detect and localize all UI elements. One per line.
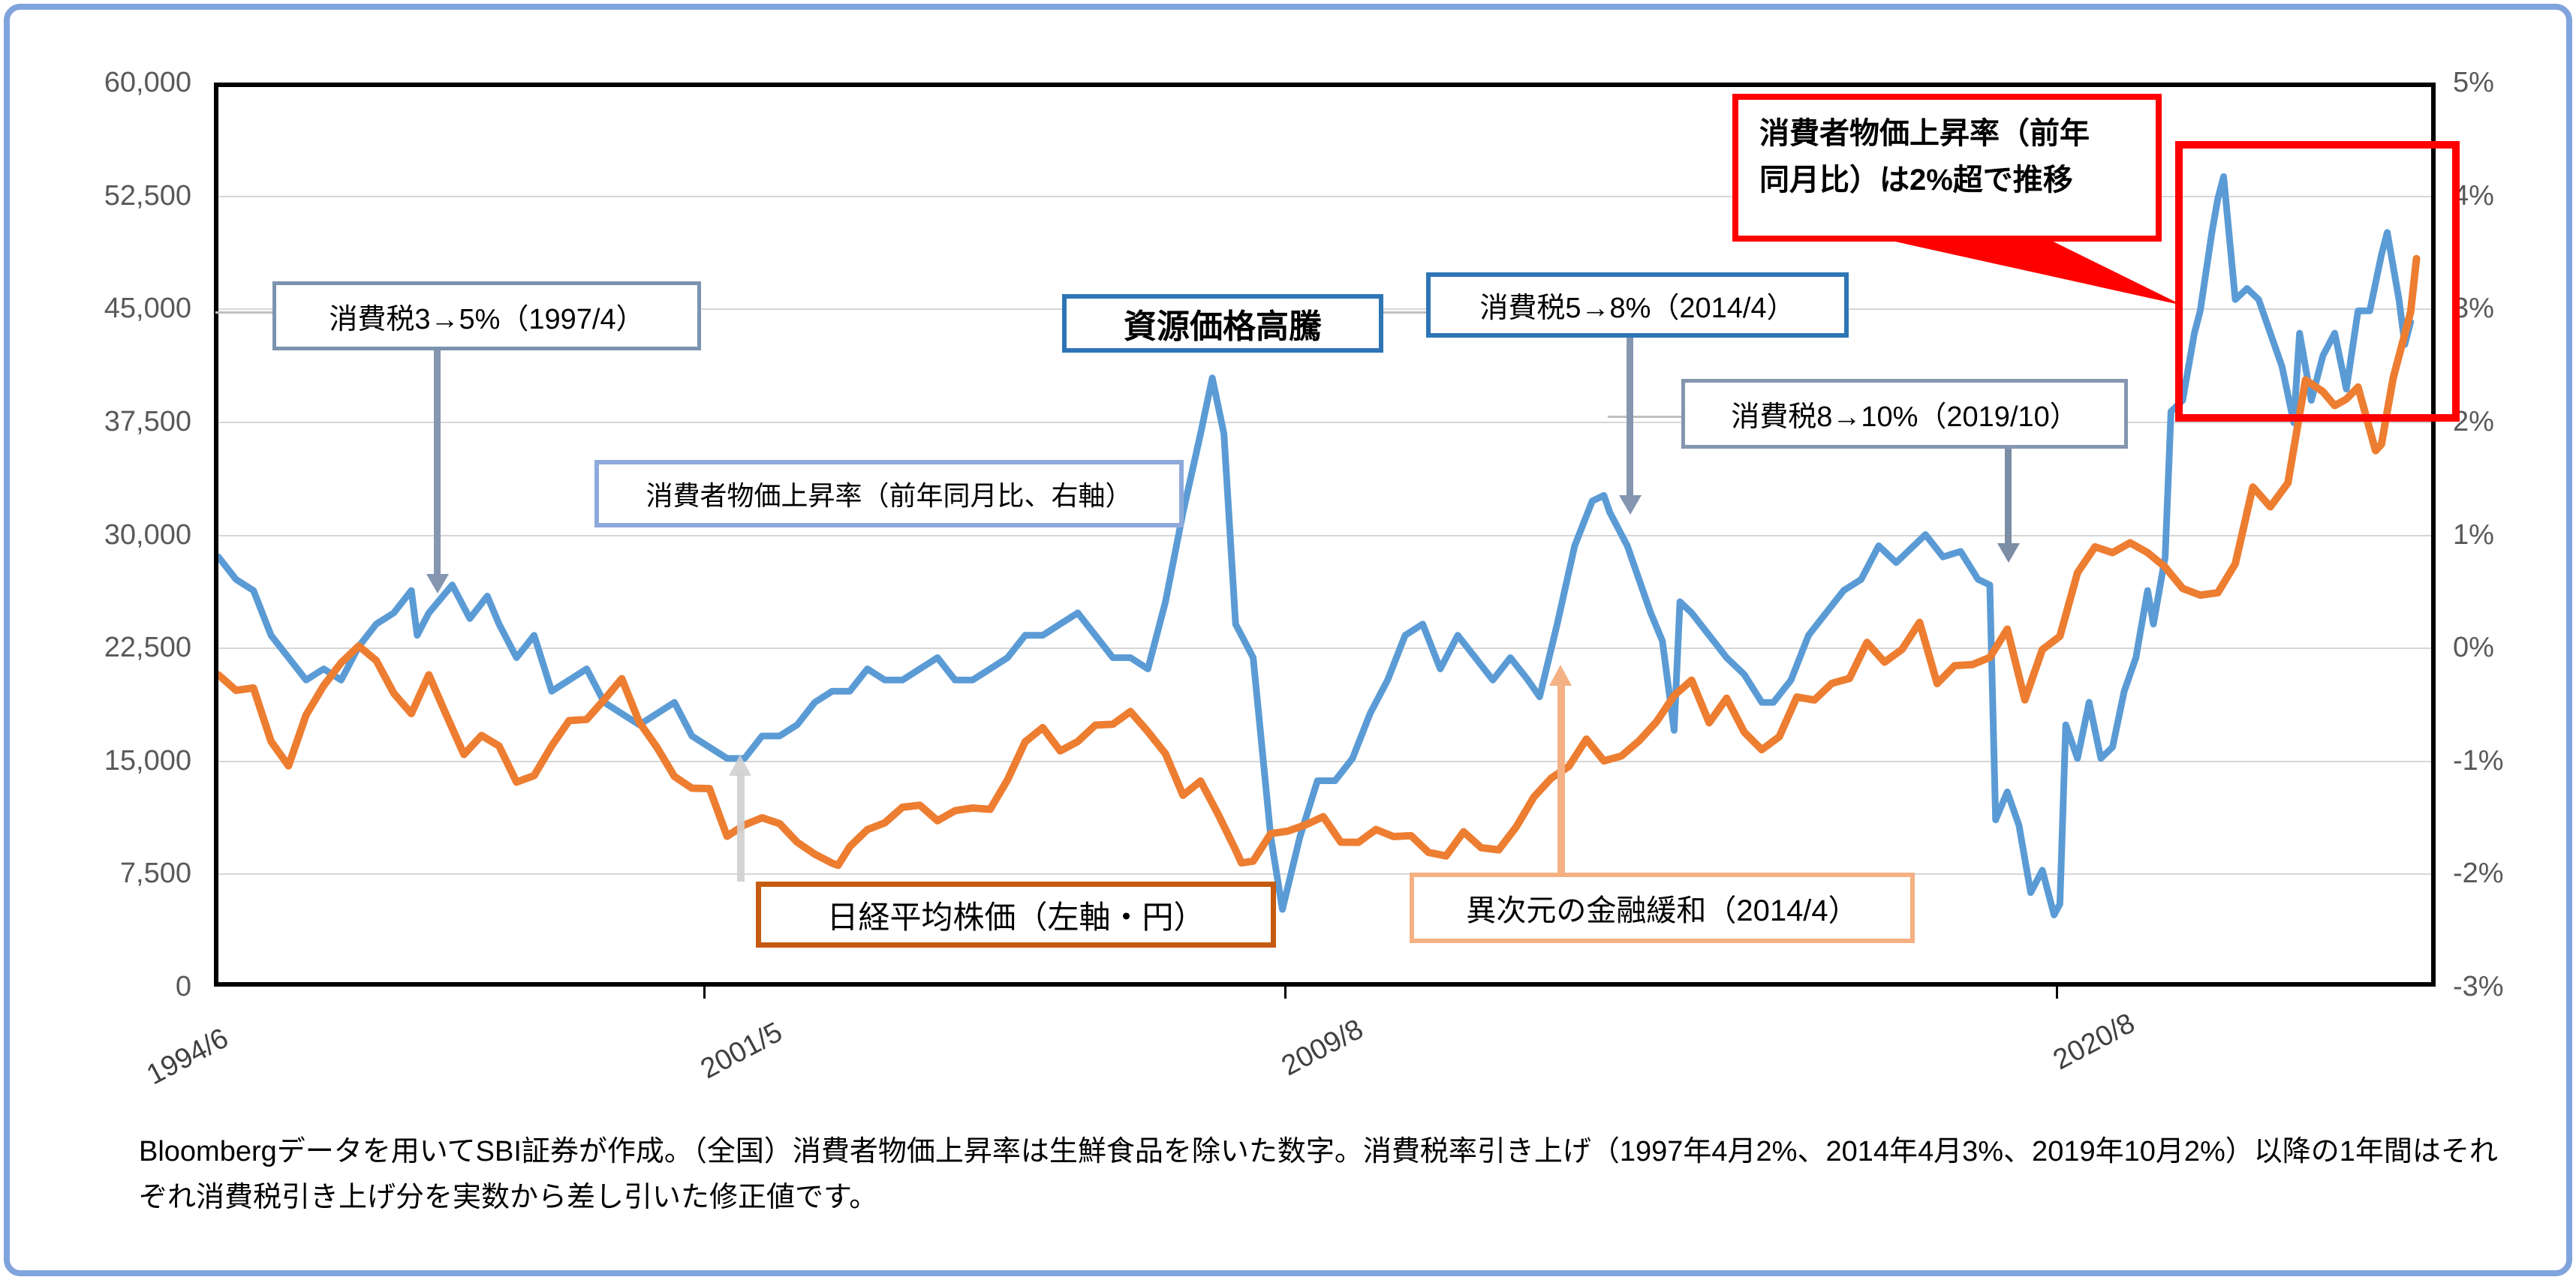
cpi-callout-box: 消費者物価上昇率（前年 同月比）は2%超で推移 [1732,94,2162,242]
x-tick [2056,987,2058,999]
gridline [218,873,2431,875]
right-axis-label: -3% [2453,971,2504,1002]
right-axis-label: 2% [2453,406,2494,437]
tax-2019-arrow-shaft [2005,449,2012,545]
tax-1997-label: 消費税3→5%（1997/4） [329,303,645,335]
source-note: Bloombergデータを用いてSBI証券が作成。（全国）消費者物価上昇率は生鮮… [139,1136,2498,1213]
easing-arrow-shaft [1557,684,1565,873]
cpi-series-label: 消費者物価上昇率（前年同月比、右軸） [646,480,1133,511]
left-axis-label: 22,500 [104,632,191,663]
right-axis-label: 3% [2453,293,2494,324]
right-axis-label: 1% [2453,519,2494,551]
tax-2014-label: 消費税5→8%（2014/4） [1479,293,1795,324]
right-axis-label: 5% [2453,67,2494,98]
left-axis-label: 45,000 [104,293,191,324]
tax-2014-arrow-head [1619,495,1642,515]
right-axis-label: 4% [2453,180,2494,212]
left-axis-label: 7,500 [119,858,191,889]
left-axis-label: 52,500 [104,180,191,212]
left-axis-label: 37,500 [104,406,191,437]
resource-price-box: 資源価格高騰 [1062,294,1383,353]
connector-line [1383,311,1426,314]
nikkei-arrow-head [729,755,751,776]
line-chart [218,173,2421,918]
nikkei-arrow-shaft [737,774,745,882]
connector-line [215,311,272,314]
left-axis-label: 15,000 [104,745,191,777]
x-tick [1284,987,1286,999]
nikkei-label: 日経平均株価（左軸・円） [826,899,1205,935]
gridline [218,761,2431,762]
connector-line [1608,416,1681,418]
tax-2019-arrow-head [1997,543,2020,563]
page-border [4,4,2572,1276]
callout-text-line1: 消費者物価上昇率（前年 [1759,117,2090,150]
resource-price-label: 資源価格高騰 [1124,308,1322,345]
left-axis-label: 60,000 [104,67,191,98]
right-axis-label: -2% [2453,858,2504,889]
easing-label: 異次元の金融緩和（2014/4） [1466,894,1858,927]
right-axis-label: -1% [2453,745,2504,777]
tax-1997-arrow-head [426,574,449,593]
tax-2014-box: 消費税5→8%（2014/4） [1426,272,1849,338]
left-axis-label: 0 [175,971,191,1002]
gridline [218,196,2431,197]
callout-text-line2: 同月比）は2%超で推移 [1759,164,2073,197]
gridline [218,422,2431,423]
right-axis-label: 0% [2453,632,2494,663]
gridline [218,535,2431,536]
left-axis-label: 30,000 [104,519,191,551]
tax-1997-arrow-shaft [434,350,441,575]
tax-2019-box: 消費税8→10%（2019/10） [1681,379,2128,449]
tax-1997-box: 消費税3→5%（1997/4） [272,281,701,350]
tax-2019-label: 消費税8→10%（2019/10） [1731,401,2078,433]
red-highlight-rect [2175,141,2460,422]
gridline [218,648,2431,649]
x-tick [703,987,706,999]
nikkei-label-box: 日経平均株価（左軸・円） [756,882,1276,948]
tax-2014-arrow-shaft [1627,338,1633,497]
nikkei-line [218,254,2421,870]
cpi-series-label-box: 消費者物価上昇率（前年同月比、右軸） [594,460,1184,527]
easing-box: 異次元の金融緩和（2014/4） [1410,873,1915,943]
easing-arrow-head [1549,665,1572,686]
